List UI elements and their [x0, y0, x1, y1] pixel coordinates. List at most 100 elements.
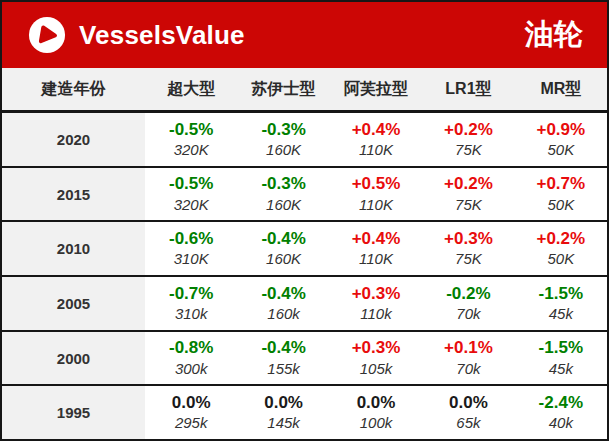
value-cell: +0.3% 110k: [330, 277, 422, 330]
change-pct: +0.4%: [352, 120, 401, 140]
vessel-size: 300k: [175, 360, 208, 378]
vessel-size: 310K: [174, 250, 209, 268]
page-title: 油轮: [525, 15, 583, 55]
change-pct: -0.3%: [261, 174, 305, 194]
table-row: 2020 -0.5% 320K -0.3% 160K +0.4% 110K +0…: [2, 113, 607, 168]
brand-header: VesselsValue 油轮: [2, 2, 607, 68]
vessel-size: 310k: [175, 305, 208, 323]
vessel-size: 155k: [267, 360, 300, 378]
brand: VesselsValue: [28, 16, 245, 54]
value-cell: 0.0% 145k: [237, 386, 329, 439]
vessel-size: 100k: [360, 414, 393, 432]
change-pct: -0.5%: [169, 120, 213, 140]
change-pct: -1.5%: [539, 338, 583, 358]
value-cell: -0.3% 160K: [237, 113, 329, 166]
vessel-size: 110K: [359, 250, 393, 268]
column-header-aframax: 阿芙拉型: [330, 79, 422, 100]
vessel-size: 160K: [266, 250, 301, 268]
value-cell: -0.2% 70k: [422, 277, 514, 330]
change-pct: +0.2%: [536, 229, 585, 249]
value-cell: -0.4% 160k: [237, 277, 329, 330]
table-row: 2005 -0.7% 310k -0.4% 160k +0.3% 110k -0…: [2, 277, 607, 332]
change-pct: +0.2%: [444, 120, 493, 140]
build-year-label: 2020: [2, 113, 145, 166]
value-cell: -0.5% 320K: [145, 113, 237, 166]
change-pct: -0.5%: [169, 174, 213, 194]
change-pct: -0.4%: [261, 338, 305, 358]
value-cell: +0.7% 50K: [515, 168, 607, 221]
change-pct: 0.0%: [357, 393, 396, 413]
table-row: 2000 -0.8% 300k -0.4% 155k +0.3% 105k +0…: [2, 332, 607, 387]
build-year-label: 1995: [2, 386, 145, 439]
change-pct: +0.4%: [352, 229, 401, 249]
brand-name: VesselsValue: [79, 20, 245, 51]
screenshot-frame: VesselsValue 油轮 建造年份 超大型 苏伊士型 阿芙拉型 LR1型 …: [0, 0, 609, 441]
build-year-label: 2010: [2, 222, 145, 275]
change-pct: 0.0%: [172, 393, 211, 413]
vessel-size: 110k: [360, 305, 391, 323]
value-cell: -0.7% 310k: [145, 277, 237, 330]
change-pct: 0.0%: [449, 393, 488, 413]
vessel-size: 295k: [175, 414, 208, 432]
change-pct: +0.2%: [444, 174, 493, 194]
vessel-size: 50K: [547, 250, 574, 268]
change-pct: +0.3%: [352, 284, 401, 304]
change-pct: 0.0%: [264, 393, 303, 413]
value-cell: +0.1% 70k: [422, 332, 514, 385]
change-pct: -0.4%: [261, 229, 305, 249]
vessel-size: 40k: [549, 414, 573, 432]
vessel-size: 50K: [547, 141, 574, 159]
change-pct: -0.2%: [446, 284, 490, 304]
column-header-lr1: LR1型: [422, 79, 514, 100]
value-cell: -0.4% 160K: [237, 222, 329, 275]
value-cell: +0.5% 110K: [330, 168, 422, 221]
vessel-size: 110K: [359, 141, 393, 159]
value-cell: +0.4% 110K: [330, 222, 422, 275]
vessel-size: 65k: [456, 414, 480, 432]
table-row: 2010 -0.6% 310K -0.4% 160K +0.4% 110K +0…: [2, 222, 607, 277]
change-pct: +0.1%: [444, 338, 493, 358]
value-cell: -2.4% 40k: [515, 386, 607, 439]
value-cell: +0.9% 50K: [515, 113, 607, 166]
vessel-size: 75K: [455, 141, 482, 159]
change-pct: -0.6%: [169, 229, 213, 249]
value-cell: +0.3% 75K: [422, 222, 514, 275]
vessel-size: 75K: [455, 250, 482, 268]
build-year-label: 2000: [2, 332, 145, 385]
value-cell: +0.2% 75K: [422, 168, 514, 221]
vessel-size: 320K: [174, 141, 209, 159]
build-year-label: 2015: [2, 168, 145, 221]
value-cell: 0.0% 100k: [330, 386, 422, 439]
vessel-size: 50K: [547, 196, 574, 214]
change-pct: +0.3%: [444, 229, 493, 249]
column-header-vlcc: 超大型: [145, 79, 237, 100]
change-pct: +0.9%: [536, 120, 585, 140]
value-cell: -1.5% 45k: [515, 277, 607, 330]
column-header-mr: MR型: [515, 79, 607, 100]
value-cell: +0.4% 110K: [330, 113, 422, 166]
value-cell: +0.2% 50K: [515, 222, 607, 275]
column-header-suezmax: 苏伊士型: [237, 79, 329, 100]
change-pct: +0.5%: [352, 174, 401, 194]
change-pct: -0.4%: [261, 284, 305, 304]
vessel-size: 70k: [456, 305, 480, 323]
vessel-size: 160K: [266, 141, 301, 159]
value-cell: -1.5% 45k: [515, 332, 607, 385]
change-pct: -0.8%: [169, 338, 213, 358]
value-cell: -0.6% 310K: [145, 222, 237, 275]
change-pct: -1.5%: [539, 284, 583, 304]
value-cell: -0.5% 320K: [145, 168, 237, 221]
change-pct: -0.3%: [261, 120, 305, 140]
vessel-size: 145k: [267, 414, 300, 432]
vessel-size: 45k: [549, 305, 573, 323]
vesselsvalue-logo-icon: [28, 16, 66, 54]
value-cell: +0.3% 105k: [330, 332, 422, 385]
vessel-size: 160K: [266, 196, 301, 214]
vessel-size: 110K: [359, 196, 393, 214]
value-cell: -0.8% 300k: [145, 332, 237, 385]
vessel-size: 160k: [267, 305, 300, 323]
vessel-size: 75K: [455, 196, 482, 214]
table-row: 1995 0.0% 295k 0.0% 145k 0.0% 100k 0.0% …: [2, 386, 607, 439]
value-cell: -0.4% 155k: [237, 332, 329, 385]
table-header-row: 建造年份 超大型 苏伊士型 阿芙拉型 LR1型 MR型: [2, 68, 607, 113]
